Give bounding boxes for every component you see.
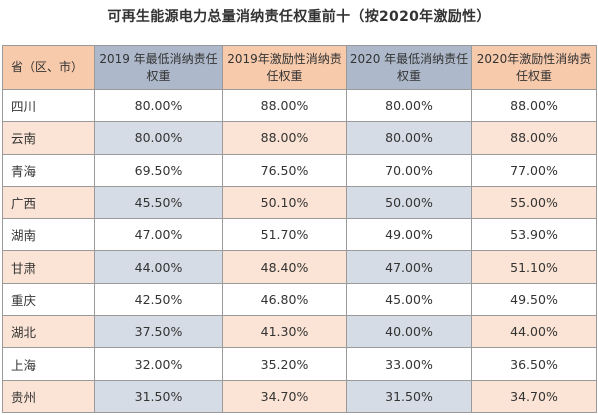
province-cell: 青海 (2, 153, 95, 187)
value-2019-min: 47.00% (94, 218, 223, 252)
value-2020-min: 70.00% (346, 153, 472, 187)
province-cell: 贵州 (2, 379, 95, 414)
value-2020-incentive: 51.10% (471, 250, 597, 284)
table-row: 湖南 47.00% 51.70% 49.00% 53.90% (2, 218, 597, 252)
province-cell: 云南 (2, 121, 95, 155)
table-row: 广西 45.50% 50.10% 50.00% 55.00% (2, 185, 597, 220)
value-2020-min: 50.00% (346, 185, 472, 220)
value-2019-incentive: 88.00% (222, 121, 347, 155)
value-2019-incentive: 41.30% (222, 315, 347, 349)
value-2019-min: 80.00% (94, 88, 223, 123)
value-2019-incentive: 50.10% (222, 185, 347, 220)
table-row: 四川 80.00% 88.00% 80.00% 88.00% (2, 88, 597, 123)
header-2020-incentive: 2020年激励性消纳责任权重 (471, 45, 597, 90)
value-2019-min: 69.50% (94, 153, 223, 187)
province-cell: 湖南 (2, 218, 95, 252)
value-2020-min: 47.00% (346, 250, 472, 284)
table-row: 湖北 37.50% 41.30% 40.00% 44.00% (2, 315, 597, 349)
value-2020-incentive: 34.70% (471, 379, 597, 414)
table-title: 可再生能源电力总量消纳责任权重前十（按2020年激励性） (107, 9, 491, 25)
value-2020-min: 31.50% (346, 379, 472, 414)
value-2019-min: 42.50% (94, 282, 223, 317)
header-2019-incentive: 2019年激励性消纳责任权重 (222, 45, 347, 90)
value-2020-min: 80.00% (346, 121, 472, 155)
value-2019-incentive: 34.70% (222, 379, 347, 414)
table-row: 重庆 42.50% 46.80% 45.00% 49.50% (2, 282, 597, 317)
header-2020-min: 2020 年最低消纳责任权重 (346, 45, 472, 90)
value-2019-min: 32.00% (94, 347, 223, 381)
value-2020-incentive: 88.00% (471, 88, 597, 123)
value-2020-min: 80.00% (346, 88, 472, 123)
value-2020-min: 33.00% (346, 347, 472, 381)
value-2020-min: 45.00% (346, 282, 472, 317)
value-2020-incentive: 55.00% (471, 185, 597, 220)
value-2019-min: 31.50% (94, 379, 223, 414)
table-header-row: 省（区、市） 2019 年最低消纳责任权重 2019年激励性消纳责任权重 202… (2, 45, 597, 90)
consumption-weight-table: 省（区、市） 2019 年最低消纳责任权重 2019年激励性消纳责任权重 202… (2, 45, 597, 414)
province-cell: 广西 (2, 185, 95, 220)
table-row: 贵州 31.50% 34.70% 31.50% 34.70% (2, 379, 597, 414)
value-2020-incentive: 44.00% (471, 315, 597, 349)
value-2019-min: 45.50% (94, 185, 223, 220)
province-cell: 重庆 (2, 282, 95, 317)
value-2019-min: 44.00% (94, 250, 223, 284)
value-2019-incentive: 48.40% (222, 250, 347, 284)
value-2019-incentive: 51.70% (222, 218, 347, 252)
table-row: 云南 80.00% 88.00% 80.00% 88.00% (2, 121, 597, 155)
province-cell: 湖北 (2, 315, 95, 349)
value-2019-min: 80.00% (94, 121, 223, 155)
value-2020-min: 49.00% (346, 218, 472, 252)
province-cell: 甘肃 (2, 250, 95, 284)
value-2020-incentive: 77.00% (471, 153, 597, 187)
province-cell: 上海 (2, 347, 95, 381)
table-row: 青海 69.50% 76.50% 70.00% 77.00% (2, 153, 597, 187)
value-2020-incentive: 36.50% (471, 347, 597, 381)
value-2020-incentive: 88.00% (471, 121, 597, 155)
header-province: 省（区、市） (2, 45, 95, 90)
value-2020-incentive: 49.50% (471, 282, 597, 317)
table-row: 上海 32.00% 35.20% 33.00% 36.50% (2, 347, 597, 381)
value-2020-min: 40.00% (346, 315, 472, 349)
value-2019-incentive: 76.50% (222, 153, 347, 187)
province-cell: 四川 (2, 88, 95, 123)
value-2019-incentive: 46.80% (222, 282, 347, 317)
value-2019-incentive: 88.00% (222, 88, 347, 123)
value-2020-incentive: 53.90% (471, 218, 597, 252)
value-2019-incentive: 35.20% (222, 347, 347, 381)
header-2019-min: 2019 年最低消纳责任权重 (94, 45, 223, 90)
table-row: 甘肃 44.00% 48.40% 47.00% 51.10% (2, 250, 597, 284)
value-2019-min: 37.50% (94, 315, 223, 349)
